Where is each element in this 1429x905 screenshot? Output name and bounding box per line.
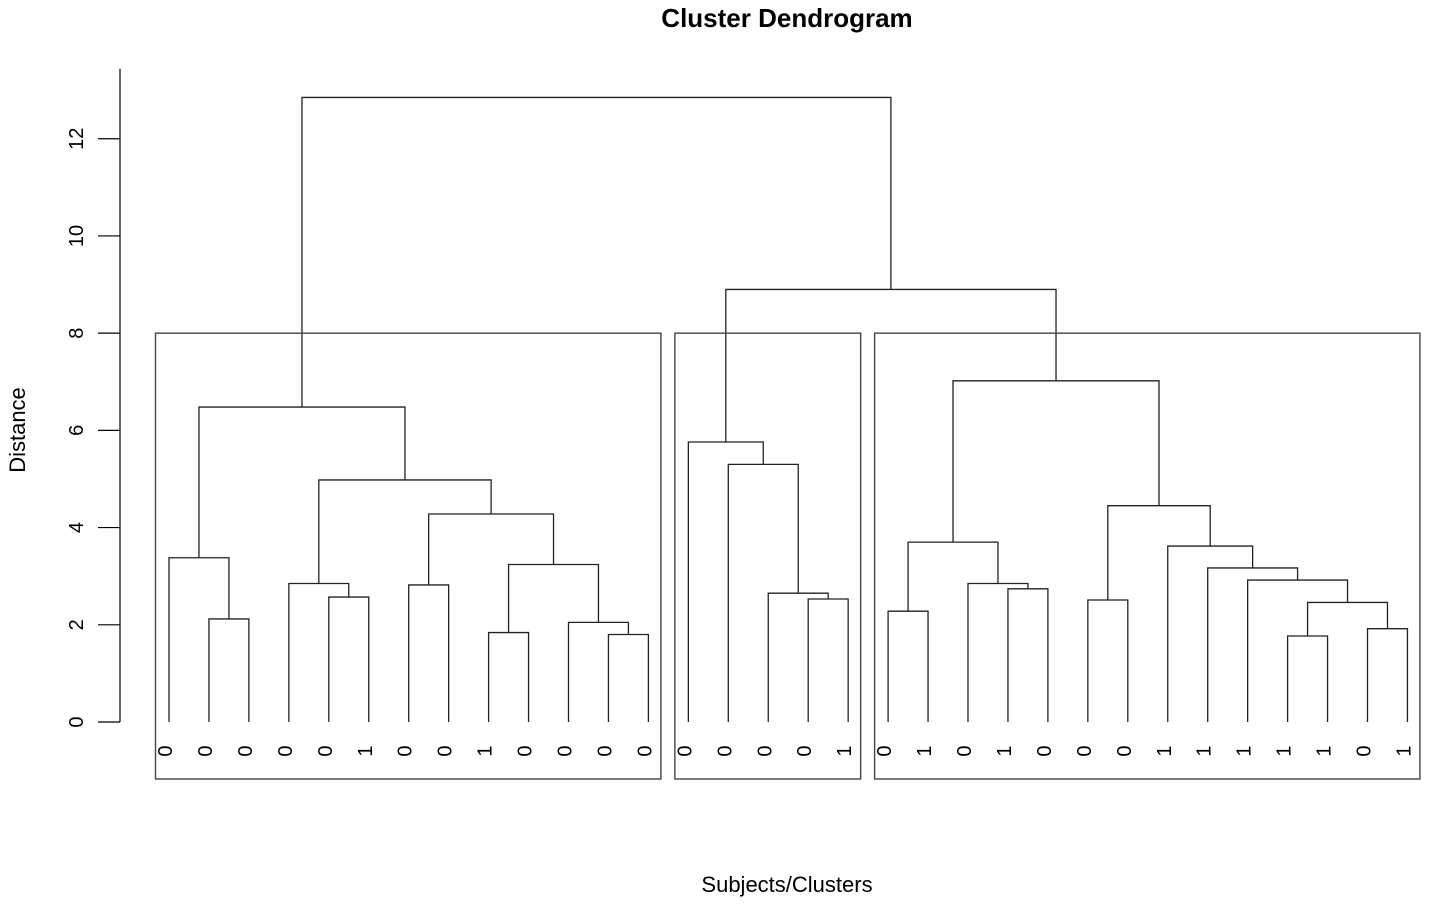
dendrogram-link: [1207, 567, 1299, 722]
dendrogram-link: [487, 631, 530, 722]
dendrogram-link: [168, 557, 230, 722]
dendrogram-link: [328, 596, 370, 722]
leaf-label: 0: [634, 745, 656, 756]
leaf-label: 0: [515, 745, 537, 756]
leaf-label: 0: [435, 745, 457, 756]
dendrogram-links: [168, 96, 1409, 722]
leaf-label: 0: [674, 745, 696, 756]
leaf-label: 1: [834, 745, 856, 756]
y-tick-label: 6: [66, 425, 88, 436]
dendrogram-link: [1286, 635, 1329, 722]
cluster-boxes: [154, 332, 1421, 780]
x-axis-title: Subjects/Clusters: [701, 872, 872, 897]
dendrogram-link: [408, 584, 450, 722]
y-tick-label: 4: [66, 522, 88, 533]
leaf-label: 1: [1234, 745, 1256, 756]
dendrogram-link: [907, 541, 999, 612]
y-axis-title: Distance: [5, 387, 30, 473]
dendrogram-link: [1306, 601, 1389, 636]
dendrogram-link: [607, 633, 650, 722]
leaf-label: 1: [994, 745, 1016, 756]
leaf-label: 0: [1074, 745, 1096, 756]
cluster-box: [154, 332, 662, 780]
leaf-label: 1: [1194, 745, 1216, 756]
leaf-label: 0: [555, 745, 577, 756]
leaf-label: 0: [714, 745, 736, 756]
leaf-label: 1: [914, 745, 936, 756]
dendrogram-link: [1087, 599, 1129, 722]
leaf-label: 1: [1314, 745, 1336, 756]
dendrogram-link: [952, 380, 1160, 543]
leaf-label: 0: [594, 745, 616, 756]
dendrogram-link: [1247, 579, 1349, 722]
y-tick-label: 0: [66, 716, 88, 727]
cluster-box: [674, 332, 862, 780]
dendrogram-link: [567, 621, 630, 722]
dendrogram-link: [687, 441, 764, 722]
dendrogram-link: [727, 463, 799, 722]
leaf-label: 0: [395, 745, 417, 756]
dendrogram-link: [507, 563, 600, 633]
leaf-label: 0: [155, 745, 177, 756]
dendrogram-link: [208, 618, 250, 722]
leaf-label: 0: [874, 745, 896, 756]
leaf-label: 1: [475, 745, 497, 756]
leaf-label: 0: [1034, 745, 1056, 756]
leaf-label: 1: [1274, 745, 1296, 756]
dendrogram-link: [198, 406, 406, 558]
dendrogram-link: [288, 582, 350, 722]
dendrogram-link: [807, 598, 849, 722]
dendrogram-link: [887, 610, 929, 722]
leaf-label: 0: [754, 745, 776, 756]
dendrogram-link: [318, 479, 492, 584]
leaf-label: 0: [1354, 745, 1376, 756]
y-tick-label: 12: [66, 128, 88, 150]
leaf-label: 1: [355, 745, 377, 756]
y-tick-label: 2: [66, 619, 88, 630]
y-axis: 0 2 4 6 8 10 12: [66, 68, 121, 728]
dendrogram-link: [428, 513, 555, 585]
leaf-label: 1: [1154, 745, 1176, 756]
y-tick-label: 8: [66, 328, 88, 339]
dendrogram-link: [1007, 588, 1049, 722]
dendrogram-link: [767, 592, 829, 722]
leaf-label: 0: [275, 745, 297, 756]
chart-title: Cluster Dendrogram: [661, 3, 912, 33]
dendrogram-link: [301, 96, 892, 408]
leaf-label: 0: [954, 745, 976, 756]
y-tick-label: 10: [66, 225, 88, 247]
dendrogram-link: [725, 288, 1057, 443]
leaf-label: 1: [1393, 745, 1415, 756]
cluster-box: [873, 332, 1421, 780]
dendrogram-link: [1167, 545, 1254, 722]
leaf-label: 0: [235, 745, 257, 756]
dendrogram-link: [1366, 628, 1409, 722]
leaf-label: 0: [1114, 745, 1136, 756]
leaf-label: 0: [315, 745, 337, 756]
leaf-label: 0: [794, 745, 816, 756]
leaf-label: 0: [195, 745, 217, 756]
dendrogram-link: [967, 582, 1029, 722]
dendrogram-link: [1107, 505, 1211, 601]
leaf-labels: 0 0 0 0 0 1 0 0 1 0 0 0 0 0 0 0 0 1 0 1 0 1 0 0 0 1 1 1 1 1 0 1: [155, 745, 1415, 756]
